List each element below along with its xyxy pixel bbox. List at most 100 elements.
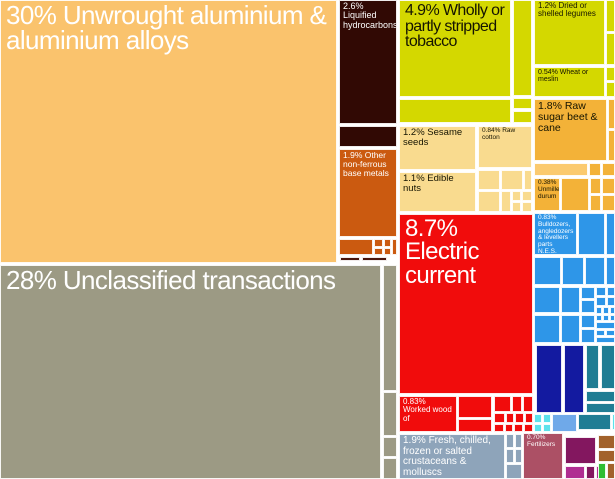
treemap-cell-navy[interactable] <box>564 345 584 413</box>
treemap-cell-cream[interactable] <box>522 191 532 201</box>
treemap-cell-cyan[interactable] <box>534 424 542 432</box>
treemap-cell-purple[interactable] <box>565 437 596 464</box>
treemap-cell-dark-maroon[interactable] <box>339 126 397 147</box>
treemap-cell-fertilizers[interactable]: 0.70% Fertilizers <box>523 433 563 479</box>
treemap-cell-gold[interactable] <box>602 178 615 194</box>
treemap-cell-yellow-green[interactable] <box>513 111 532 123</box>
treemap-cell-blue[interactable] <box>596 330 605 336</box>
treemap-cell-unclassified-transactions[interactable]: 28% Unclassified transactions <box>0 265 381 479</box>
treemap-cell-edible-nuts[interactable]: 1.1% Edible nuts <box>399 172 476 212</box>
treemap-cell-wheat-meslin[interactable]: 0.54% Wheat or meslin <box>534 67 605 97</box>
treemap-cell-cream[interactable] <box>501 191 511 212</box>
treemap-cell-cream[interactable] <box>524 170 532 190</box>
treemap-cell-red[interactable] <box>494 424 504 432</box>
treemap-cell-blue[interactable] <box>578 213 605 255</box>
treemap-cell-yellow-green[interactable] <box>513 98 532 109</box>
treemap-cell-red[interactable] <box>506 413 514 423</box>
treemap-cell-light-blue[interactable] <box>552 414 577 432</box>
treemap-cell-blue[interactable] <box>585 257 605 285</box>
treemap-cell-yellow-green[interactable] <box>606 33 615 65</box>
treemap-cell-teal[interactable] <box>586 345 599 389</box>
treemap-cell-blue[interactable] <box>534 315 560 343</box>
treemap-cell-red[interactable] <box>494 413 505 423</box>
treemap-cell-blue[interactable] <box>596 287 606 296</box>
treemap-cell-blue[interactable] <box>606 330 615 336</box>
treemap-cell-blue[interactable] <box>596 297 606 306</box>
treemap-cell-navy[interactable] <box>536 345 562 413</box>
treemap-cell-blue[interactable] <box>581 300 595 313</box>
treemap-cell-teal[interactable] <box>586 391 615 402</box>
treemap-cell-cream[interactable] <box>478 191 500 212</box>
treemap-cell-raw-sugar-beet-cane[interactable]: 1.8% Raw sugar beet & cane <box>534 99 607 161</box>
treemap-cell-blue[interactable] <box>596 307 602 314</box>
treemap-cell-dark-orange[interactable] <box>374 239 383 247</box>
treemap-cell-gold[interactable] <box>608 99 615 129</box>
treemap-cell-gold[interactable] <box>602 163 615 176</box>
treemap-cell-dark-orange[interactable] <box>392 239 397 255</box>
treemap-cell-gold[interactable] <box>602 195 615 211</box>
treemap-cell-blue-gray[interactable] <box>515 449 522 463</box>
treemap-cell-yellow-green[interactable] <box>606 0 615 32</box>
treemap-cell-unclassified-gray[interactable] <box>383 392 397 436</box>
treemap-cell-teal[interactable] <box>586 403 615 413</box>
treemap-cell-blue[interactable] <box>603 307 609 314</box>
treemap-cell-unclassified-gray[interactable] <box>383 458 397 479</box>
treemap-cell-gold[interactable] <box>608 130 615 161</box>
treemap-cell-blue[interactable] <box>606 257 615 285</box>
treemap-cell-blue[interactable] <box>534 257 561 285</box>
treemap-cell-stripped-tobacco[interactable]: 4.9% Wholly or partly stripped tobacco <box>399 0 511 97</box>
treemap-cell-dark-orange[interactable] <box>384 239 391 247</box>
treemap-cell-blue[interactable] <box>561 315 580 343</box>
treemap-cell-gold[interactable] <box>590 195 601 211</box>
treemap-cell-red[interactable] <box>494 396 511 412</box>
treemap-cell-gold[interactable] <box>590 178 601 194</box>
treemap-cell-red[interactable] <box>458 396 492 418</box>
treemap-cell-other-non-ferrous-base-metals[interactable]: 1.9% Other non-ferrous base metals <box>339 149 397 237</box>
treemap-cell-blue[interactable] <box>607 287 615 296</box>
treemap-cell-gold[interactable] <box>561 178 589 211</box>
treemap-cell-blue-gray[interactable] <box>506 434 514 448</box>
treemap-cell-red[interactable] <box>523 396 533 412</box>
treemap-cell-cream[interactable] <box>501 170 523 190</box>
treemap-cell-brown[interactable] <box>598 450 615 462</box>
treemap-cell-worked-wood[interactable]: 0.83% Worked wood of <box>399 396 457 432</box>
treemap-cell-cream[interactable] <box>522 202 532 212</box>
treemap-cell-magenta[interactable] <box>565 466 585 479</box>
treemap-cell-cream[interactable] <box>512 202 521 212</box>
treemap-cell-liquified-hydrocarbons[interactable]: 2.6% Liquified hydrocarbons <box>339 0 397 124</box>
treemap-cell-blue[interactable] <box>606 213 615 255</box>
treemap-cell-blue[interactable] <box>562 257 584 285</box>
treemap-cell-blue[interactable] <box>581 287 595 299</box>
treemap-cell-cyan[interactable] <box>543 414 551 423</box>
treemap-cell-blue-gray[interactable] <box>506 449 514 463</box>
treemap-cell-blue[interactable] <box>596 315 602 321</box>
treemap-cell-green[interactable] <box>598 463 606 479</box>
treemap-cell-brown[interactable] <box>607 463 615 479</box>
treemap-cell-teal[interactable] <box>578 414 611 430</box>
treemap-cell-blue[interactable] <box>596 322 615 329</box>
treemap-cell-blue[interactable] <box>596 337 615 343</box>
treemap-cell-red[interactable] <box>515 413 524 423</box>
treemap-cell-red[interactable] <box>525 413 533 423</box>
treemap-cell-cream[interactable] <box>478 170 500 190</box>
treemap-cell-red[interactable] <box>514 424 523 432</box>
treemap-cell-blue[interactable] <box>610 307 615 314</box>
treemap-cell-unwrought-aluminium[interactable]: 30% Unwrought aluminium & aluminium allo… <box>0 0 337 263</box>
treemap-cell-blue-gray[interactable] <box>515 434 522 448</box>
treemap-cell-cyan[interactable] <box>534 414 542 423</box>
treemap-cell-unclassified-gray[interactable] <box>383 437 397 457</box>
treemap-cell-red[interactable] <box>524 424 533 432</box>
treemap-cell-blue[interactable] <box>581 329 595 343</box>
treemap-cell-yellow-green[interactable] <box>513 0 532 96</box>
treemap-cell-dark-orange[interactable] <box>339 239 373 255</box>
treemap-cell-blue[interactable] <box>603 315 609 321</box>
treemap-cell-gold[interactable] <box>589 163 601 176</box>
treemap-cell-cyan[interactable] <box>543 424 551 432</box>
treemap-cell-maroon-strips[interactable] <box>340 257 360 261</box>
treemap-cell-raw-cotton[interactable]: 0.84% Raw cotton <box>478 126 532 168</box>
treemap-cell-brown[interactable] <box>598 435 615 449</box>
treemap-cell-red[interactable] <box>458 419 492 432</box>
treemap-cell-bulldozers-parts[interactable]: 0.83% Bulldozers, angledozers & leveller… <box>534 213 577 255</box>
treemap-cell-teal[interactable] <box>601 345 615 389</box>
